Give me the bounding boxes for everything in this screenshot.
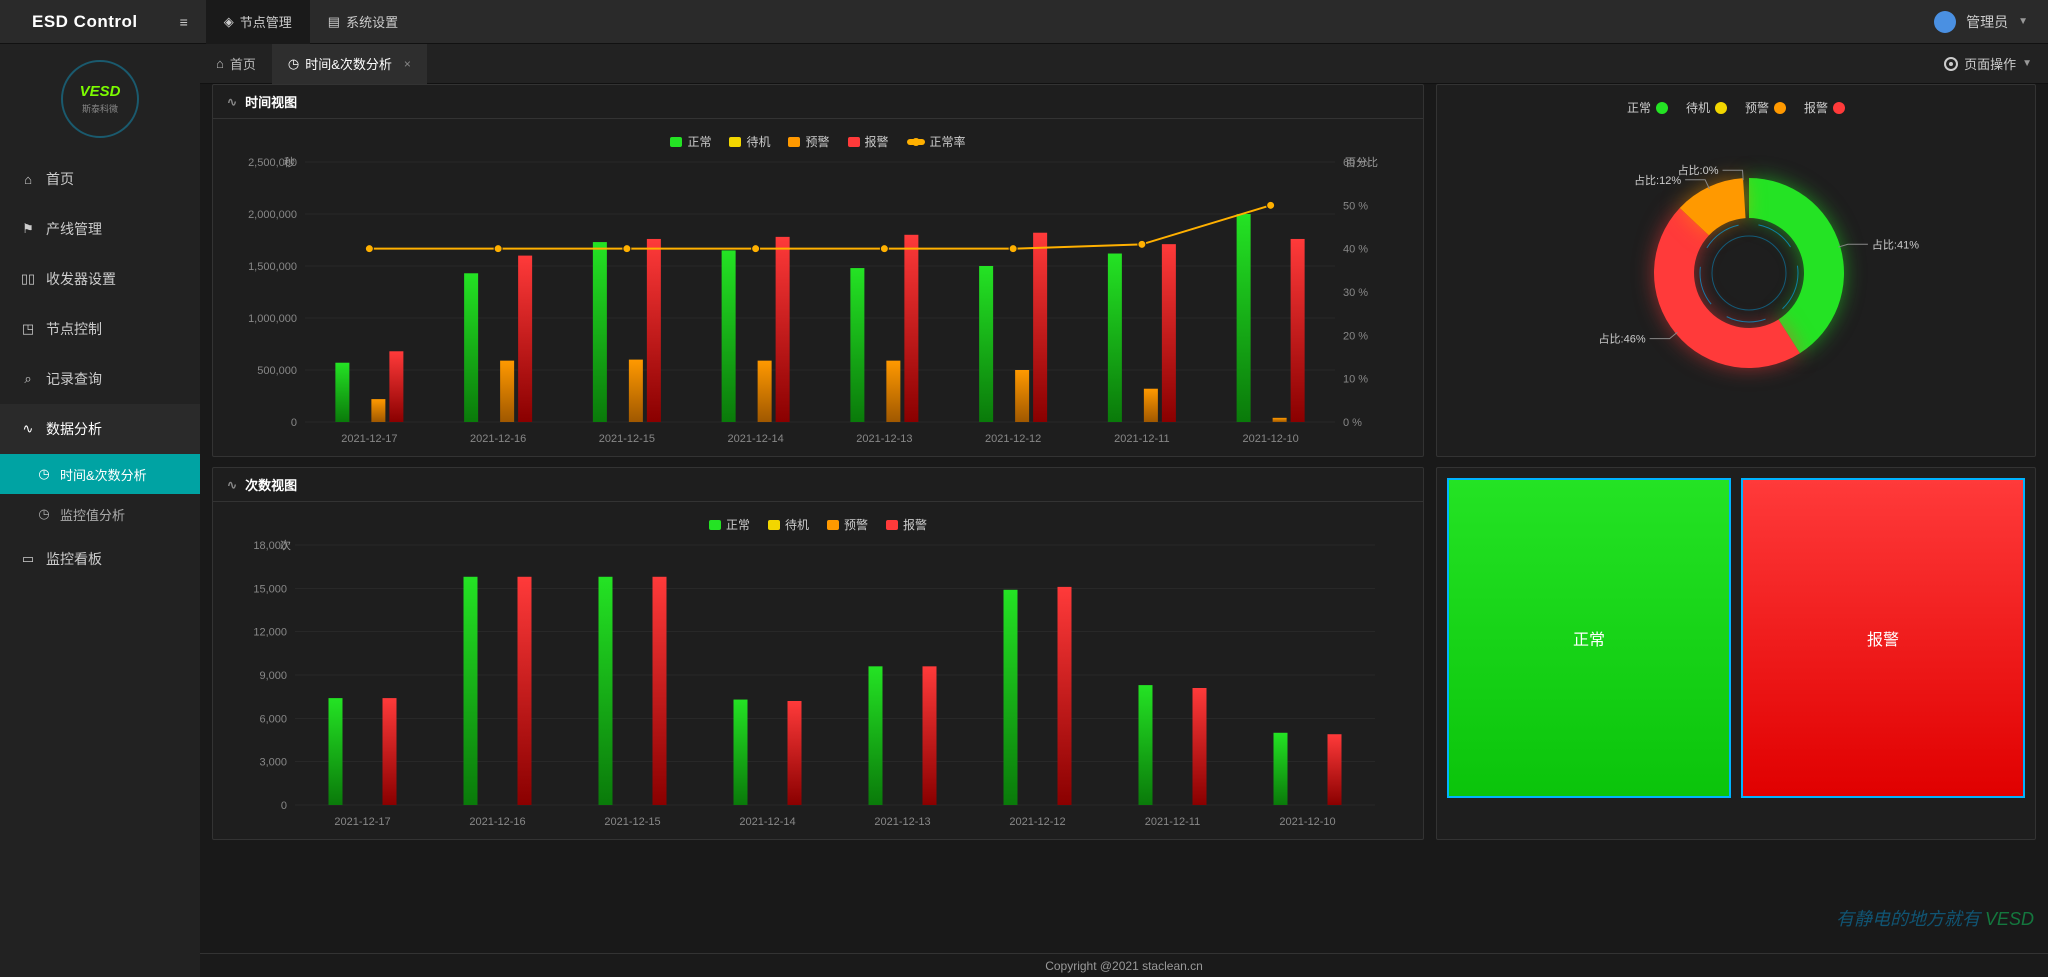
svg-text:500,000: 500,000 bbox=[257, 365, 297, 377]
clock-icon: ◷ bbox=[288, 56, 299, 72]
donut-legend: 正常 待机 预警 报警 bbox=[1449, 93, 2023, 118]
svg-text:2021-12-13: 2021-12-13 bbox=[856, 433, 912, 445]
tabbar: ⌂首页 ◷时间&次数分析× 页面操作▼ bbox=[200, 44, 2048, 84]
svg-text:0 %: 0 % bbox=[1343, 417, 1362, 429]
nav-monitor-board[interactable]: ▭监控看板 bbox=[0, 534, 200, 584]
search-icon: ⌕ bbox=[20, 371, 36, 387]
svg-text:2,500,000: 2,500,000 bbox=[248, 157, 297, 169]
svg-text:2021-12-16: 2021-12-16 bbox=[470, 433, 526, 445]
nav-data-analysis[interactable]: ∿数据分析 bbox=[0, 404, 200, 454]
page-ops[interactable]: 页面操作▼ bbox=[1944, 54, 2048, 73]
svg-text:60 %: 60 % bbox=[1343, 157, 1368, 169]
svg-text:2021-12-10: 2021-12-10 bbox=[1242, 433, 1298, 445]
nav-node-ctrl[interactable]: ◳节点控制 bbox=[0, 304, 200, 354]
svg-text:2021-12-14: 2021-12-14 bbox=[727, 433, 783, 445]
svg-text:3,000: 3,000 bbox=[259, 757, 287, 769]
chevron-down-icon[interactable]: ▼ bbox=[2018, 16, 2028, 27]
nav-record-query[interactable]: ⌕记录查询 bbox=[0, 354, 200, 404]
svg-text:30 %: 30 % bbox=[1343, 287, 1368, 299]
svg-text:占比:46%: 占比:46% bbox=[1599, 332, 1646, 346]
svg-text:18,000: 18,000 bbox=[253, 540, 287, 552]
username[interactable]: 管理员 bbox=[1966, 12, 2008, 32]
svg-text:0: 0 bbox=[291, 417, 297, 429]
svg-text:1,500,000: 1,500,000 bbox=[248, 261, 297, 273]
svg-text:占比:0%: 占比:0% bbox=[1678, 163, 1719, 177]
pulse-icon: ∿ bbox=[227, 95, 237, 109]
settings-icon: ▤ bbox=[328, 14, 340, 30]
svg-text:9,000: 9,000 bbox=[259, 670, 287, 682]
panel-tiles: 正常 报警 bbox=[1436, 467, 2036, 840]
flag-icon: ⚑ bbox=[20, 221, 36, 237]
svg-text:2021-12-11: 2021-12-11 bbox=[1114, 433, 1169, 445]
svg-text:2021-12-16: 2021-12-16 bbox=[469, 816, 525, 828]
tab-home[interactable]: ⌂首页 bbox=[200, 44, 272, 84]
svg-text:2021-12-13: 2021-12-13 bbox=[874, 816, 930, 828]
count-chart: 次03,0006,0009,00012,00015,00018,0002021-… bbox=[225, 535, 1395, 835]
svg-text:2021-12-12: 2021-12-12 bbox=[1009, 816, 1065, 828]
svg-text:2021-12-15: 2021-12-15 bbox=[604, 816, 660, 828]
svg-text:50 %: 50 % bbox=[1343, 200, 1368, 212]
monitor-icon: ▭ bbox=[20, 551, 36, 567]
pulse-icon: ∿ bbox=[20, 421, 36, 437]
nav-home[interactable]: ⌂首页 bbox=[0, 154, 200, 204]
topnav-node-mgmt[interactable]: ◈ 节点管理 bbox=[206, 0, 310, 44]
count-chart-legend: 正常 待机 预警 报警 bbox=[225, 510, 1411, 535]
svg-text:15,000: 15,000 bbox=[253, 583, 287, 595]
panel-donut: 正常 待机 预警 报警 占比:41% 占比:46% 占比:12%占比:0% bbox=[1436, 84, 2036, 457]
svg-text:12,000: 12,000 bbox=[253, 627, 287, 639]
topnav-sys-settings[interactable]: ▤ 系统设置 bbox=[310, 0, 416, 44]
svg-text:占比:12%: 占比:12% bbox=[1634, 173, 1681, 187]
tile-normal: 正常 bbox=[1447, 478, 1731, 798]
footer: Copyright @2021 staclean.cn bbox=[200, 953, 2048, 977]
sidebar: VESD 斯泰科微 ⌂首页 ⚑产线管理 ▯▯收发器设置 ◳节点控制 ⌕记录查询 … bbox=[0, 44, 200, 977]
app-title: ESD Control bbox=[0, 12, 162, 32]
svg-text:2021-12-17: 2021-12-17 bbox=[341, 433, 397, 445]
main: ⌂首页 ◷时间&次数分析× 页面操作▼ ∿ 时间视图 正常 待机 预警 报警 正常… bbox=[200, 44, 2048, 977]
svg-text:2021-12-12: 2021-12-12 bbox=[985, 433, 1041, 445]
panel-title: 时间视图 bbox=[245, 92, 297, 111]
svg-text:2,000,000: 2,000,000 bbox=[248, 209, 297, 221]
svg-text:2021-12-17: 2021-12-17 bbox=[334, 816, 390, 828]
time-chart: 秒百分比0500,0001,000,0001,500,0002,000,0002… bbox=[225, 152, 1395, 452]
clock-icon: ◷ bbox=[36, 466, 52, 482]
cube-icon: ◳ bbox=[20, 321, 36, 337]
svg-text:6,000: 6,000 bbox=[259, 713, 287, 725]
svg-text:2021-12-10: 2021-12-10 bbox=[1279, 816, 1335, 828]
svg-text:0: 0 bbox=[281, 800, 287, 812]
logo: VESD 斯泰科微 bbox=[0, 44, 200, 154]
nav-line-mgmt[interactable]: ⚑产线管理 bbox=[0, 204, 200, 254]
svg-text:占比:41%: 占比:41% bbox=[1872, 237, 1919, 251]
clock-icon: ◷ bbox=[36, 506, 52, 522]
svg-text:40 %: 40 % bbox=[1343, 244, 1368, 256]
tag-icon: ◈ bbox=[224, 14, 234, 30]
device-icon: ▯▯ bbox=[20, 271, 36, 287]
home-icon: ⌂ bbox=[216, 56, 224, 71]
panel-time-view: ∿ 时间视图 正常 待机 预警 报警 正常率 bbox=[212, 84, 1424, 457]
svg-text:2021-12-11: 2021-12-11 bbox=[1145, 816, 1200, 828]
svg-text:2021-12-14: 2021-12-14 bbox=[739, 816, 795, 828]
svg-text:10 %: 10 % bbox=[1343, 374, 1368, 386]
tile-alarm: 报警 bbox=[1741, 478, 2025, 798]
pulse-icon: ∿ bbox=[227, 478, 237, 492]
panel-count-view: ∿次数视图 正常 待机 预警 报警 次03,0006,0009,00012,00… bbox=[212, 467, 1424, 840]
nav-sub-time-count[interactable]: ◷时间&次数分析 bbox=[0, 454, 200, 494]
topbar: ESD Control ≡ ◈ 节点管理 ▤ 系统设置 管理员 ▼ bbox=[0, 0, 2048, 44]
tab-time-count[interactable]: ◷时间&次数分析× bbox=[272, 44, 427, 84]
avatar[interactable] bbox=[1934, 11, 1956, 33]
nav-sub-monitor-val[interactable]: ◷监控值分析 bbox=[0, 494, 200, 534]
chevron-down-icon: ▼ bbox=[2022, 58, 2032, 69]
menu-toggle-icon[interactable]: ≡ bbox=[162, 14, 206, 30]
svg-text:1,000,000: 1,000,000 bbox=[248, 313, 297, 325]
target-icon bbox=[1944, 57, 1958, 71]
svg-text:20 %: 20 % bbox=[1343, 330, 1368, 342]
time-chart-legend: 正常 待机 预警 报警 正常率 bbox=[225, 127, 1411, 152]
home-icon: ⌂ bbox=[20, 172, 36, 187]
donut-chart: 占比:41% 占比:46% 占比:12%占比:0% bbox=[1449, 118, 2019, 418]
nav-transceiver[interactable]: ▯▯收发器设置 bbox=[0, 254, 200, 304]
svg-text:2021-12-15: 2021-12-15 bbox=[599, 433, 655, 445]
panel-title: 次数视图 bbox=[245, 475, 297, 494]
close-icon[interactable]: × bbox=[404, 57, 411, 71]
